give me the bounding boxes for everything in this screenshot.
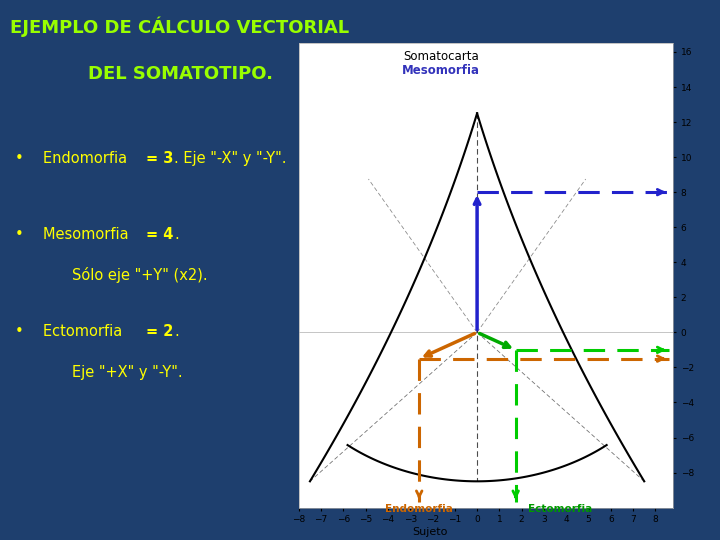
Text: Mesomorfia: Mesomorfia: [43, 227, 133, 242]
Text: DEL SOMATOTIPO.: DEL SOMATOTIPO.: [88, 65, 272, 83]
Text: •: •: [14, 227, 23, 242]
Text: Endomorfia: Endomorfia: [43, 151, 132, 166]
Text: . Eje "-X" y "-Y".: . Eje "-X" y "-Y".: [174, 151, 287, 166]
Text: Mesomorfia: Mesomorfia: [402, 64, 480, 77]
Text: Ectomorfia: Ectomorfia: [43, 324, 127, 339]
Text: .: .: [174, 324, 179, 339]
Text: = 4: = 4: [146, 227, 174, 242]
Text: = 3: = 3: [146, 151, 174, 166]
Text: Ectomorfia: Ectomorfia: [528, 504, 593, 514]
Text: •: •: [14, 324, 23, 339]
Text: EJEMPLO DE CÁLCULO VECTORIAL: EJEMPLO DE CÁLCULO VECTORIAL: [10, 16, 350, 37]
Text: •: •: [14, 151, 23, 166]
Text: Endomorfia: Endomorfia: [385, 504, 453, 514]
Text: Sujeto: Sujeto: [412, 528, 448, 537]
Text: = 2: = 2: [146, 324, 174, 339]
Text: .: .: [174, 227, 179, 242]
Text: Eje "+X" y "-Y".: Eje "+X" y "-Y".: [72, 364, 183, 380]
Text: Somatocarta: Somatocarta: [403, 50, 479, 63]
Text: Sólo eje "+Y" (x2).: Sólo eje "+Y" (x2).: [72, 267, 207, 284]
